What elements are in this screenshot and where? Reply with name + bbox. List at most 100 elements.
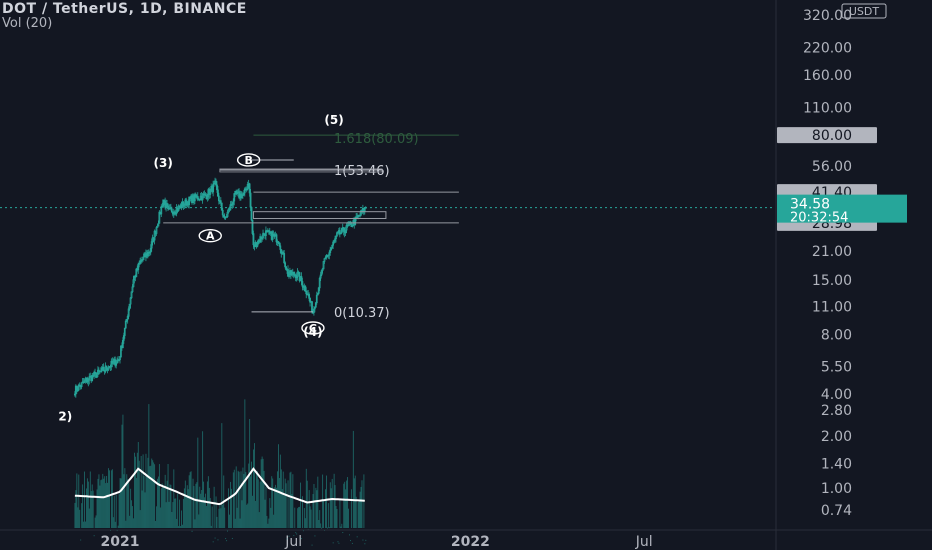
candle-body xyxy=(77,384,80,391)
candle-body xyxy=(313,306,316,310)
volume-bar xyxy=(155,520,157,528)
wave-label[interactable]: (5) xyxy=(324,113,343,127)
currency-badge[interactable] xyxy=(841,3,887,19)
wave-label[interactable]: A xyxy=(206,230,215,243)
candle-body xyxy=(262,233,264,239)
candle-body xyxy=(273,235,276,237)
candle-body xyxy=(129,297,132,305)
volume-bar xyxy=(338,542,340,544)
volume-bar xyxy=(92,490,94,528)
volume-bar xyxy=(250,476,252,528)
candle-body xyxy=(217,189,219,197)
volume-bar xyxy=(358,499,360,528)
volume-bar xyxy=(158,464,160,528)
volume-bar xyxy=(284,478,286,528)
volume-bar xyxy=(350,540,351,542)
volume-bar xyxy=(356,536,358,538)
volume-bar xyxy=(135,477,137,528)
volume-bar xyxy=(302,530,304,532)
volume-bar xyxy=(286,538,288,540)
volume-bar xyxy=(224,507,226,528)
volume-bar xyxy=(76,473,78,528)
volume-bar xyxy=(229,514,230,528)
candle-body xyxy=(329,249,332,253)
volume-indicator-label[interactable]: Vol (20) xyxy=(2,16,53,31)
volume-bar xyxy=(296,533,298,535)
volume-bar xyxy=(188,475,190,528)
candle-body xyxy=(157,222,160,227)
volume-bar xyxy=(302,496,303,528)
range-rectangle[interactable] xyxy=(252,211,387,219)
candle-body xyxy=(209,188,212,195)
volume-bar xyxy=(276,487,277,528)
volume-bar xyxy=(255,471,257,528)
volume-bar xyxy=(124,468,126,528)
volume-bar xyxy=(87,481,89,528)
fib-extension-label: 1.618(80.09) xyxy=(334,132,419,147)
volume-bar xyxy=(103,478,105,528)
volume-bar xyxy=(291,493,293,528)
volume-bar xyxy=(139,510,141,528)
candle-body xyxy=(156,225,159,228)
volume-bar xyxy=(184,480,186,528)
wave-label[interactable]: C xyxy=(309,322,317,335)
volume-bar xyxy=(268,518,270,528)
volume-bar xyxy=(116,530,118,532)
volume-bar xyxy=(201,489,203,528)
volume-bar xyxy=(194,519,196,528)
volume-bar xyxy=(147,457,149,528)
symbol-title[interactable]: DOT / TetherUS, 1D, BINANCE xyxy=(2,1,247,17)
candle-body xyxy=(226,211,229,217)
volume-ma-line xyxy=(74,467,365,506)
volume-bar xyxy=(144,492,146,528)
volume-bar xyxy=(166,480,168,528)
volume-bar xyxy=(225,538,227,540)
volume-bar xyxy=(110,470,112,528)
candle-body xyxy=(275,234,278,243)
wave-label[interactable]: B xyxy=(244,154,252,167)
candle-body xyxy=(338,230,341,235)
volume-bar xyxy=(342,532,344,534)
volume-bar xyxy=(88,508,90,528)
price-axis-tick-2: 320.00 xyxy=(803,8,852,24)
candle-body xyxy=(265,230,267,236)
volume-bar xyxy=(272,478,274,528)
volume-bar xyxy=(97,478,99,528)
volume-bar xyxy=(230,481,231,528)
volume-bar xyxy=(208,487,210,528)
volume-bar xyxy=(149,466,151,528)
volume-bar xyxy=(209,498,211,528)
volume-bar xyxy=(241,500,243,528)
volume-bar xyxy=(165,502,167,528)
volume-bar xyxy=(292,474,294,528)
volume-bar xyxy=(340,526,342,528)
volume-bar xyxy=(290,471,292,528)
volume-bar xyxy=(283,495,285,528)
volume-bar xyxy=(200,493,202,528)
volume-bar xyxy=(119,478,121,528)
candle-body xyxy=(127,308,130,317)
volume-bar xyxy=(235,466,237,528)
volume-bar xyxy=(336,509,338,528)
wave-label[interactable]: (4) xyxy=(303,325,322,339)
volume-bar xyxy=(330,488,332,528)
volume-bar xyxy=(109,470,110,528)
volume-bar xyxy=(246,504,248,528)
volume-bar xyxy=(90,491,92,528)
volume-bar xyxy=(161,483,163,528)
volume-bar xyxy=(211,506,213,528)
volume-bar xyxy=(267,523,269,528)
wave-label-circle xyxy=(198,228,222,243)
wave-label[interactable]: (3) xyxy=(154,156,173,170)
wave-label[interactable]: 2) xyxy=(58,409,72,423)
volume-bar xyxy=(337,541,339,543)
candle-body xyxy=(220,202,223,211)
volume-bar xyxy=(202,431,204,528)
price-axis-tick-16: 1.00 xyxy=(821,481,852,497)
volume-bar xyxy=(258,512,260,528)
volume-bar xyxy=(86,488,87,528)
volume-bar xyxy=(298,507,300,528)
candle-body xyxy=(166,203,168,207)
volume-bar xyxy=(239,518,241,528)
